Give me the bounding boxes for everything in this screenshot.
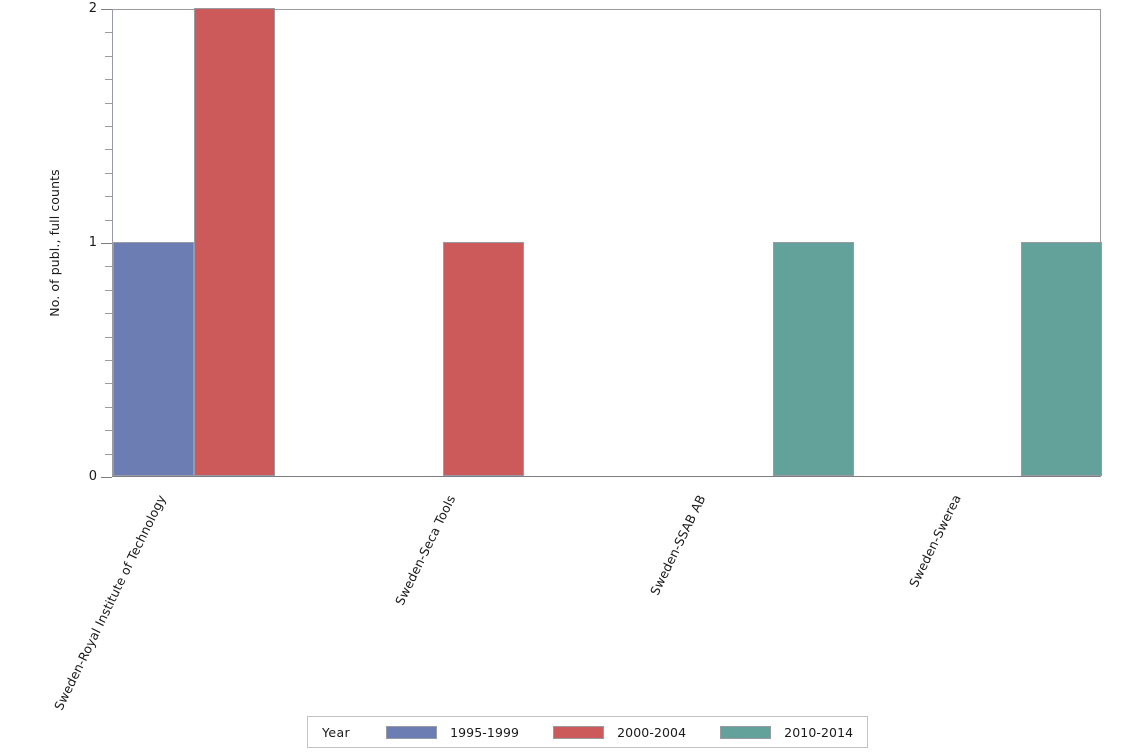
y-tick-minor [105,266,112,268]
y-tick-minor [105,383,112,385]
legend-entry: 2000-2004 [553,725,686,740]
legend-title: Year [322,724,351,740]
y-tick-minor [105,32,112,34]
y-tick-minor [105,149,112,151]
bar [1021,242,1102,476]
bar [194,8,275,476]
x-tick-label: Sweden-SSAB AB [646,492,709,598]
y-tick-minor [105,289,112,291]
y-tick-label: 1 [88,235,97,250]
legend: Year 1995-1999 2000-2004 2010-2014 [307,716,869,748]
y-tick-minor [105,336,112,338]
y-tick-label: 2 [88,1,97,16]
x-tick-label: Sweden-Swerea [905,491,964,590]
y-tick-minor [105,430,112,432]
bar [443,242,524,476]
y-tick-minor [105,172,112,174]
y-tick-minor [105,360,112,361]
legend-label: 1995-1999 [450,724,520,740]
plot-area [112,8,1102,477]
bar [773,242,854,476]
y-tick-minor [105,406,112,408]
y-tick-minor [105,453,112,455]
legend-swatch [720,725,772,739]
bar [113,242,194,476]
y-tick-major [101,477,112,478]
y-tick-label: 0 [88,469,97,484]
y-tick-minor [105,55,112,57]
legend-entries: 1995-1999 2000-2004 2010-2014 [386,725,853,740]
legend-label: 2000-2004 [617,724,687,740]
y-tick-minor [105,126,112,127]
legend-entry: 2010-2014 [720,725,853,740]
x-tick-label: Sweden-Royal Institute of Technology [50,492,169,713]
y-tick-minor [105,102,112,104]
legend-label: 2010-2014 [784,724,854,740]
y-tick-minor [105,219,112,221]
legend-swatch [553,725,605,739]
y-tick-minor [105,313,112,315]
legend-swatch [386,725,438,739]
y-tick-minor [105,79,112,81]
x-tick-label: Sweden-Seca Tools [391,492,459,608]
y-tick-minor [105,196,112,198]
y-tick-major [101,9,112,10]
y-tick-major [101,243,112,244]
legend-entry: 1995-1999 [386,725,519,740]
